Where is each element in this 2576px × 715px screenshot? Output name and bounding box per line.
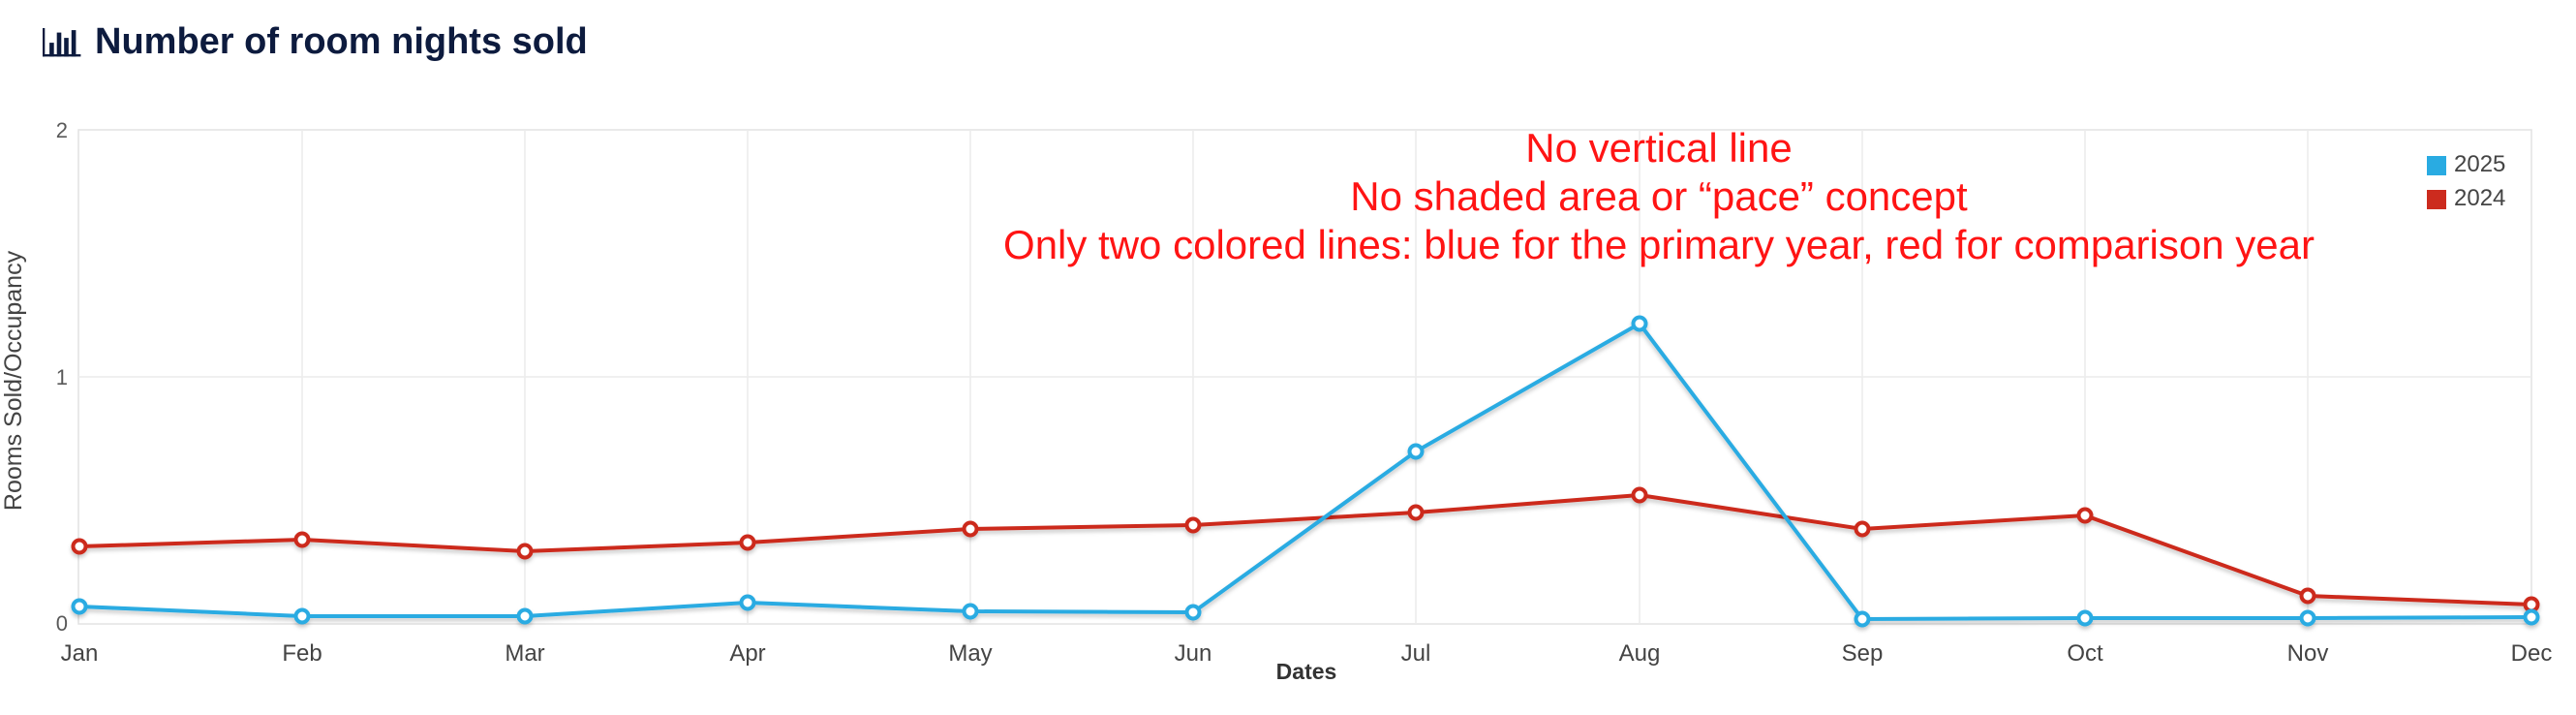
svg-text:No vertical line: No vertical line	[1525, 125, 1792, 171]
svg-text:Jun: Jun	[1175, 640, 1212, 667]
svg-text:Sep: Sep	[1842, 640, 1884, 667]
svg-text:Only two colored lines: blue f: Only two colored lines: blue for the pri…	[1003, 222, 2315, 267]
svg-text:1: 1	[56, 365, 68, 389]
svg-text:No shaded area or “pace” conce: No shaded area or “pace” concept	[1350, 173, 1968, 219]
svg-text:2: 2	[56, 118, 68, 142]
svg-text:Mar: Mar	[505, 640, 544, 667]
svg-text:Dates: Dates	[1276, 659, 1337, 684]
svg-text:Aug: Aug	[1619, 640, 1661, 667]
svg-text:Dec: Dec	[2511, 640, 2553, 667]
svg-text:Apr: Apr	[729, 640, 765, 667]
svg-text:May: May	[948, 640, 992, 667]
svg-text:2024: 2024	[2454, 185, 2505, 211]
svg-text:Feb: Feb	[282, 640, 322, 667]
svg-text:Nov: Nov	[2287, 640, 2329, 667]
svg-text:Rooms Sold/Occupancy: Rooms Sold/Occupancy	[0, 250, 27, 511]
svg-text:2025: 2025	[2454, 151, 2505, 177]
svg-text:Oct: Oct	[2067, 640, 2103, 667]
svg-text:0: 0	[56, 611, 68, 636]
svg-text:Jan: Jan	[61, 640, 99, 667]
svg-text:Jul: Jul	[1401, 640, 1431, 667]
